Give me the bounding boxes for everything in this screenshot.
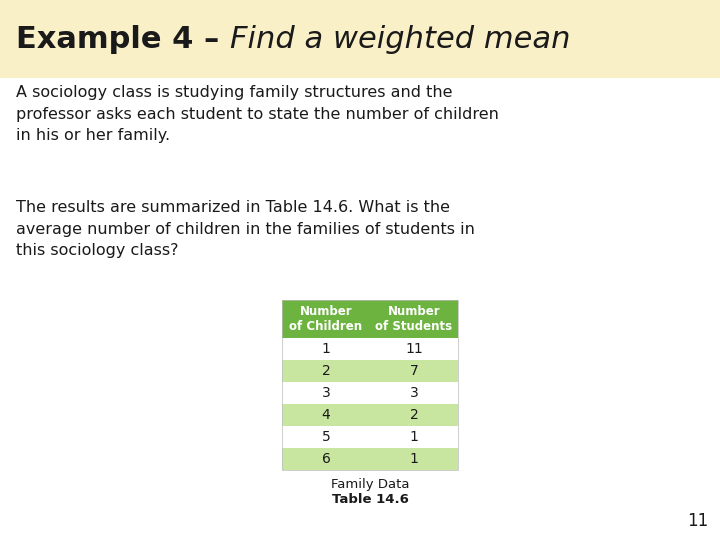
Bar <box>282 300 458 470</box>
Text: 2: 2 <box>410 408 418 422</box>
Text: Example 4 –: Example 4 – <box>16 24 230 53</box>
Text: 6: 6 <box>322 452 330 466</box>
Text: 3: 3 <box>410 386 418 400</box>
Text: 5: 5 <box>322 430 330 444</box>
Text: 4: 4 <box>322 408 330 422</box>
Bar <box>282 338 458 360</box>
Text: Number
of Students: Number of Students <box>375 305 453 333</box>
Text: Table 14.6: Table 14.6 <box>332 493 408 506</box>
Text: Number
of Children: Number of Children <box>289 305 363 333</box>
Text: 2: 2 <box>322 364 330 378</box>
Bar <box>282 382 458 404</box>
Text: 1: 1 <box>410 452 418 466</box>
Bar <box>282 360 458 382</box>
Text: Find a weighted mean: Find a weighted mean <box>230 24 570 53</box>
Text: 7: 7 <box>410 364 418 378</box>
Text: The results are summarized in Table 14.6. What is the
average number of children: The results are summarized in Table 14.6… <box>16 200 475 258</box>
Text: 1: 1 <box>410 430 418 444</box>
Bar <box>282 300 458 338</box>
Bar <box>282 448 458 470</box>
Text: Family Data: Family Data <box>330 478 409 491</box>
Text: 11: 11 <box>687 512 708 530</box>
Text: A sociology class is studying family structures and the
professor asks each stud: A sociology class is studying family str… <box>16 85 499 143</box>
Text: 1: 1 <box>322 342 330 356</box>
Bar <box>282 404 458 426</box>
Text: 11: 11 <box>405 342 423 356</box>
Text: 3: 3 <box>322 386 330 400</box>
Bar <box>282 426 458 448</box>
Bar <box>0 0 720 78</box>
